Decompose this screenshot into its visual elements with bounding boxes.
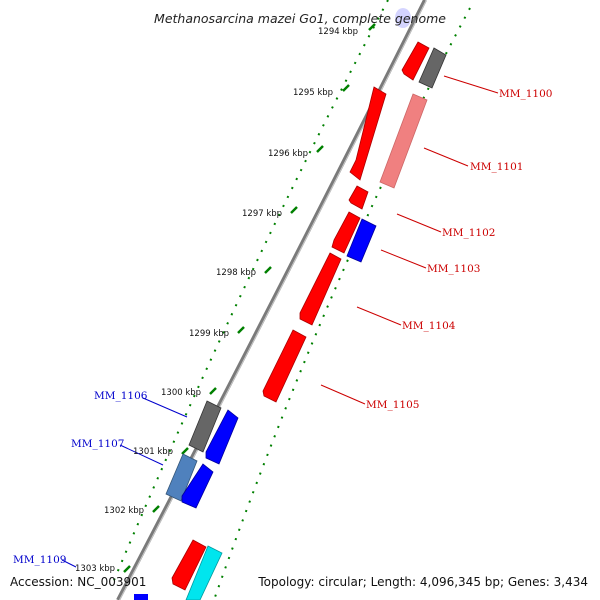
kbp-tick: [152, 505, 160, 513]
gene-arrow-mm1101-pink[interactable]: [379, 93, 428, 189]
kbp-label: 1298 kbp: [216, 268, 256, 278]
gene-arrows: [134, 8, 447, 600]
kbp-label: 1302 kbp: [104, 506, 144, 516]
kbp-tick: [264, 266, 272, 274]
gene-labels-left: MM_1106 MM_1107 MM_1109: [13, 390, 148, 566]
right-dotted-track: [213, 7, 471, 600]
connector-mm1109: [61, 559, 77, 568]
kbp-tick: [290, 206, 298, 214]
gene-arrow-mm1109-cyan[interactable]: [185, 545, 223, 600]
gene-arrow-mm1101[interactable]: [349, 86, 387, 181]
genome-backbone: [116, 0, 427, 600]
gene-arrow-mm1103[interactable]: [346, 218, 377, 263]
genome-backbone-highlight: [119, 0, 427, 600]
connector-mm1105: [320, 384, 366, 405]
gene-arrow-mm1109-red[interactable]: [171, 539, 207, 591]
gene-label-mm1100[interactable]: MM_1100: [499, 88, 552, 100]
gene-label-mm1104[interactable]: MM_1104: [402, 320, 456, 332]
label-connectors: [61, 75, 499, 568]
kbp-tick: [316, 145, 324, 153]
gene-arrow-mm1100-gray[interactable]: [418, 47, 447, 89]
gene-arrow-mm1103-red[interactable]: [331, 211, 361, 254]
gene-labels-right: MM_1100 MM_1101 MM_1102 MM_1103 MM_1104 …: [366, 88, 552, 411]
gene-label-mm1103[interactable]: MM_1103: [427, 263, 480, 275]
connector-mm1104: [356, 306, 402, 326]
kbp-label: 1295 kbp: [293, 88, 333, 98]
kbp-label: 1303 kbp: [75, 564, 115, 574]
kbp-label: 1300 kbp: [161, 388, 201, 398]
accession-text: Accession: NC_003901: [10, 575, 146, 589]
left-dotted-track: [111, 0, 389, 586]
connector-mm1100: [443, 75, 499, 94]
gene-arrow-mm1105[interactable]: [262, 329, 307, 403]
connector-mm1101: [423, 147, 469, 167]
kbp-tick: [181, 447, 189, 455]
gene-arrow-mm1100[interactable]: [401, 41, 430, 81]
kbp-tick: [368, 23, 376, 31]
gene-arrow-mm1106-gray[interactable]: [188, 400, 222, 453]
kbp-tick: [209, 387, 217, 395]
connector-mm1102: [396, 213, 442, 233]
connector-mm1107: [119, 444, 164, 466]
gene-arrow-mm1104[interactable]: [299, 252, 342, 326]
kbp-ticks: [123, 23, 376, 573]
gene-arrow-mm1107-blue[interactable]: [181, 463, 214, 509]
gene-arrow-mm1102[interactable]: [348, 185, 369, 210]
connector-mm1103: [380, 249, 427, 269]
kbp-label: 1301 kbp: [133, 447, 173, 457]
kbp-tick: [123, 565, 131, 573]
gene-label-mm1107[interactable]: MM_1107: [71, 438, 124, 450]
gene-marker-top[interactable]: [395, 8, 411, 28]
gene-arrow-mm1107[interactable]: [165, 453, 198, 502]
kbp-label: 1297 kbp: [242, 209, 282, 219]
kbp-label: 1299 kbp: [189, 329, 229, 339]
connector-mm1106: [142, 397, 188, 418]
genome-summary-text: Topology: circular; Length: 4,096,345 bp…: [257, 575, 588, 589]
kbp-tick: [342, 84, 350, 92]
gene-label-mm1102[interactable]: MM_1102: [442, 227, 495, 239]
kbp-tick: [237, 326, 245, 334]
gene-arrow-mm1106[interactable]: [205, 409, 239, 465]
gene-label-mm1106[interactable]: MM_1106: [94, 390, 148, 402]
kbp-labels: 1294 kbp 1295 kbp 1296 kbp 1297 kbp 1298…: [75, 27, 358, 574]
gene-label-mm1105[interactable]: MM_1105: [366, 399, 419, 411]
gene-label-mm1101[interactable]: MM_1101: [470, 161, 523, 173]
kbp-label: 1296 kbp: [268, 149, 308, 159]
kbp-label: 1294 kbp: [318, 27, 358, 37]
gene-label-mm1109[interactable]: MM_1109: [13, 554, 66, 566]
gene-arrow-bottom-fragment[interactable]: [134, 594, 148, 600]
genome-title: Methanosarcina mazei Go1, complete genom…: [154, 11, 446, 26]
